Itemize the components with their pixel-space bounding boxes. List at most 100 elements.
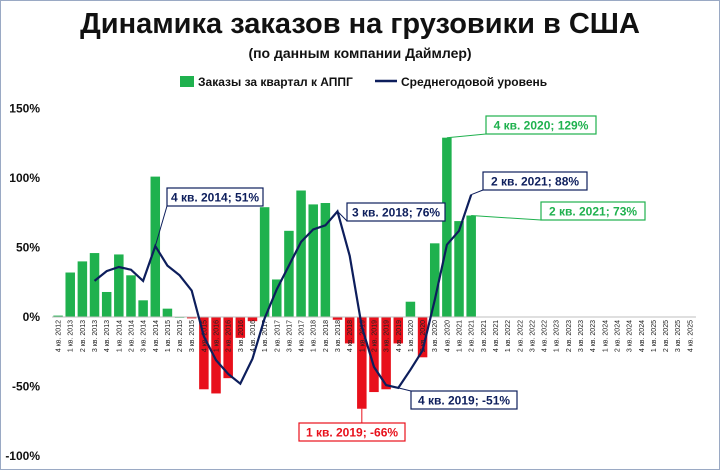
x-tick-label: 1 кв. 2024 xyxy=(602,320,609,352)
annotation-leader xyxy=(154,205,168,247)
bar xyxy=(138,300,148,317)
bar xyxy=(162,308,173,317)
x-tick-label: 2 кв. 2023 xyxy=(566,320,573,352)
bar xyxy=(77,261,88,317)
bar xyxy=(259,207,270,317)
y-tick-label: -50% xyxy=(12,380,40,394)
x-tick-label: 1 кв. 2025 xyxy=(651,320,658,352)
x-tick-label: 4 кв. 2024 xyxy=(639,320,646,352)
y-tick-label: 50% xyxy=(16,241,40,255)
bar xyxy=(223,317,233,379)
x-tick-label: 1 кв. 2015 xyxy=(165,320,172,352)
annotation-label: 2 кв. 2021; 73% xyxy=(549,205,637,219)
bar xyxy=(332,317,343,320)
annotation-label: 3 кв. 2018; 76% xyxy=(352,206,440,220)
bar xyxy=(126,275,136,317)
x-tick-label: 4 кв. 2013 xyxy=(104,320,111,352)
annotations: 4 кв. 2014; 51% 3 кв. 2018; 76% 4 кв. 2020… xyxy=(154,115,646,442)
bar xyxy=(454,221,464,317)
bar xyxy=(405,301,416,317)
bar xyxy=(114,254,124,317)
y-tick-label: 150% xyxy=(9,102,40,116)
annotation-box xyxy=(298,422,406,442)
annotation-label: 1 кв. 2019; -66% xyxy=(306,426,398,440)
annotation-leader xyxy=(470,189,484,196)
y-tick-label: -100% xyxy=(5,449,40,463)
x-tick-label: 1 кв. 2021 xyxy=(457,320,464,352)
x-tick-label: 3 кв. 2024 xyxy=(627,320,634,352)
x-tick-label: 3 кв. 2020 xyxy=(432,320,439,352)
x-tick-label: 2 кв. 2013 xyxy=(80,320,87,352)
x-tick-label: 2 кв. 2017 xyxy=(274,320,281,352)
bar xyxy=(296,190,306,317)
bar xyxy=(272,279,282,317)
x-tick-label: 2 кв. 2015 xyxy=(177,320,184,352)
x-tick-label: 4 кв. 2023 xyxy=(590,320,597,352)
bar xyxy=(247,317,258,322)
x-tick-label: 2 кв. 2016 xyxy=(226,320,233,352)
x-tick-label: 3 кв. 2025 xyxy=(675,320,682,352)
annotation-label: 2 кв. 2021; 88% xyxy=(491,175,579,189)
bar xyxy=(369,317,379,393)
bar xyxy=(320,203,331,317)
x-tick-label: 1 кв. 2022 xyxy=(505,320,512,352)
bar xyxy=(308,204,318,317)
bar xyxy=(284,230,294,317)
bar xyxy=(235,317,246,338)
y-axis: 150% 100% 50% 0% -50% -100% xyxy=(5,102,40,464)
x-tick-label: 4 кв. 2022 xyxy=(542,320,549,352)
bar xyxy=(393,317,404,344)
y-tick-label: 100% xyxy=(9,171,40,185)
legend-bar-label: Заказы за квартал к АППГ xyxy=(198,75,353,89)
annotation-label: 4 кв. 2019; -51% xyxy=(418,394,510,408)
x-tick-label: 2 кв. 2014 xyxy=(128,320,135,352)
bar xyxy=(211,317,221,394)
x-tick-label: 3 кв. 2015 xyxy=(189,320,196,352)
x-tick-label: 3 кв. 2023 xyxy=(578,320,585,352)
x-tick-label: 3 кв. 2013 xyxy=(92,320,99,352)
bar xyxy=(381,317,391,390)
x-tick-label: 1 кв. 2013 xyxy=(68,320,75,352)
x-tick-label: 4 кв. 2021 xyxy=(493,320,500,352)
x-tick-label: 2 кв. 2019 xyxy=(371,320,378,352)
x-tick-label: 2 кв. 2018 xyxy=(323,320,330,352)
chart-subtitle: (по данным компании Даймлер) xyxy=(248,45,472,61)
bar xyxy=(442,137,452,317)
annotation-box xyxy=(482,171,588,191)
y-tick-label: 0% xyxy=(23,310,41,324)
x-tick-label: 3 кв. 2022 xyxy=(529,320,536,352)
bar xyxy=(89,253,100,317)
bar xyxy=(65,272,75,317)
bar xyxy=(186,317,197,319)
x-tick-label: 2 кв. 2025 xyxy=(663,320,670,352)
chart-title: Динамика заказов на грузовики в США xyxy=(80,8,640,40)
x-tick-label: 4 кв. 2014 xyxy=(153,320,160,352)
x-tick-label: 4 кв. 2025 xyxy=(687,320,694,352)
x-tick-label: 1 кв. 2016 xyxy=(214,320,221,352)
x-tick-label: 2 кв. 2024 xyxy=(614,320,621,352)
bar xyxy=(429,243,440,317)
average-line xyxy=(93,194,473,390)
annotation-label: 4 кв. 2020; 129% xyxy=(494,119,589,133)
legend: Заказы за квартал к АППГ Среднегодовой у… xyxy=(180,75,547,89)
x-tick-label: 1 кв. 2014 xyxy=(116,320,123,352)
x-tick-label: 1 кв. 2019 xyxy=(359,320,366,352)
annotation-leader xyxy=(471,215,542,221)
x-tick-label: 4 кв. 2012 xyxy=(56,320,63,352)
annotation-leader xyxy=(446,133,487,139)
bar xyxy=(417,317,428,358)
x-tick-label: 1 кв. 2018 xyxy=(311,320,318,352)
bar xyxy=(357,317,367,409)
x-tick-label: 3 кв. 2014 xyxy=(141,320,148,352)
bar xyxy=(466,215,476,317)
x-tick-label: 1 кв. 2017 xyxy=(262,320,269,352)
annotation-box xyxy=(410,390,518,410)
x-tick-label: 4 кв. 2020 xyxy=(444,320,451,352)
x-tick-label: 4 кв. 2019 xyxy=(396,320,403,352)
annotation-leader xyxy=(337,211,348,222)
x-tick-label: 4 кв. 2018 xyxy=(347,320,354,352)
x-tick-label: 2 кв. 2020 xyxy=(420,320,427,352)
x-tick-label: 1 кв. 2023 xyxy=(554,320,561,352)
x-tick-label: 3 кв. 2019 xyxy=(384,320,391,352)
